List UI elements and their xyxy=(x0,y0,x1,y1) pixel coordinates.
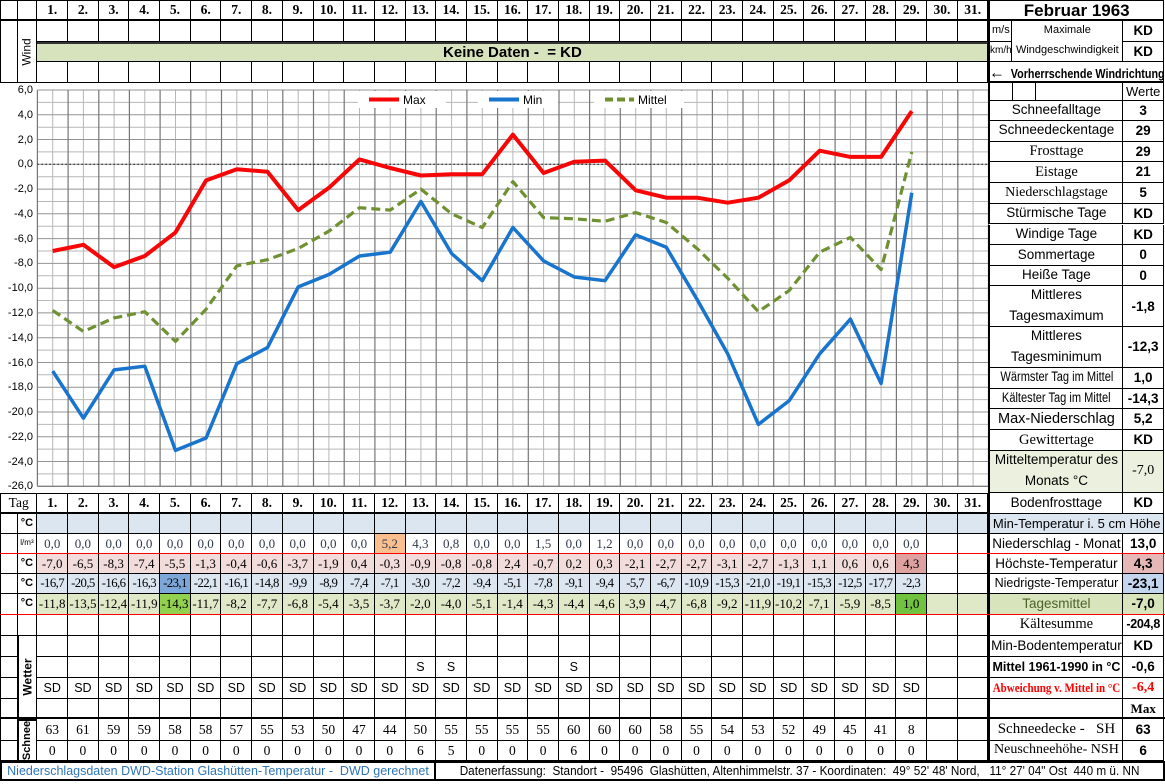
svg-text:Max: Max xyxy=(403,93,426,107)
svg-text:Mittel: Mittel xyxy=(638,93,667,107)
svg-text:Min: Min xyxy=(523,93,542,107)
